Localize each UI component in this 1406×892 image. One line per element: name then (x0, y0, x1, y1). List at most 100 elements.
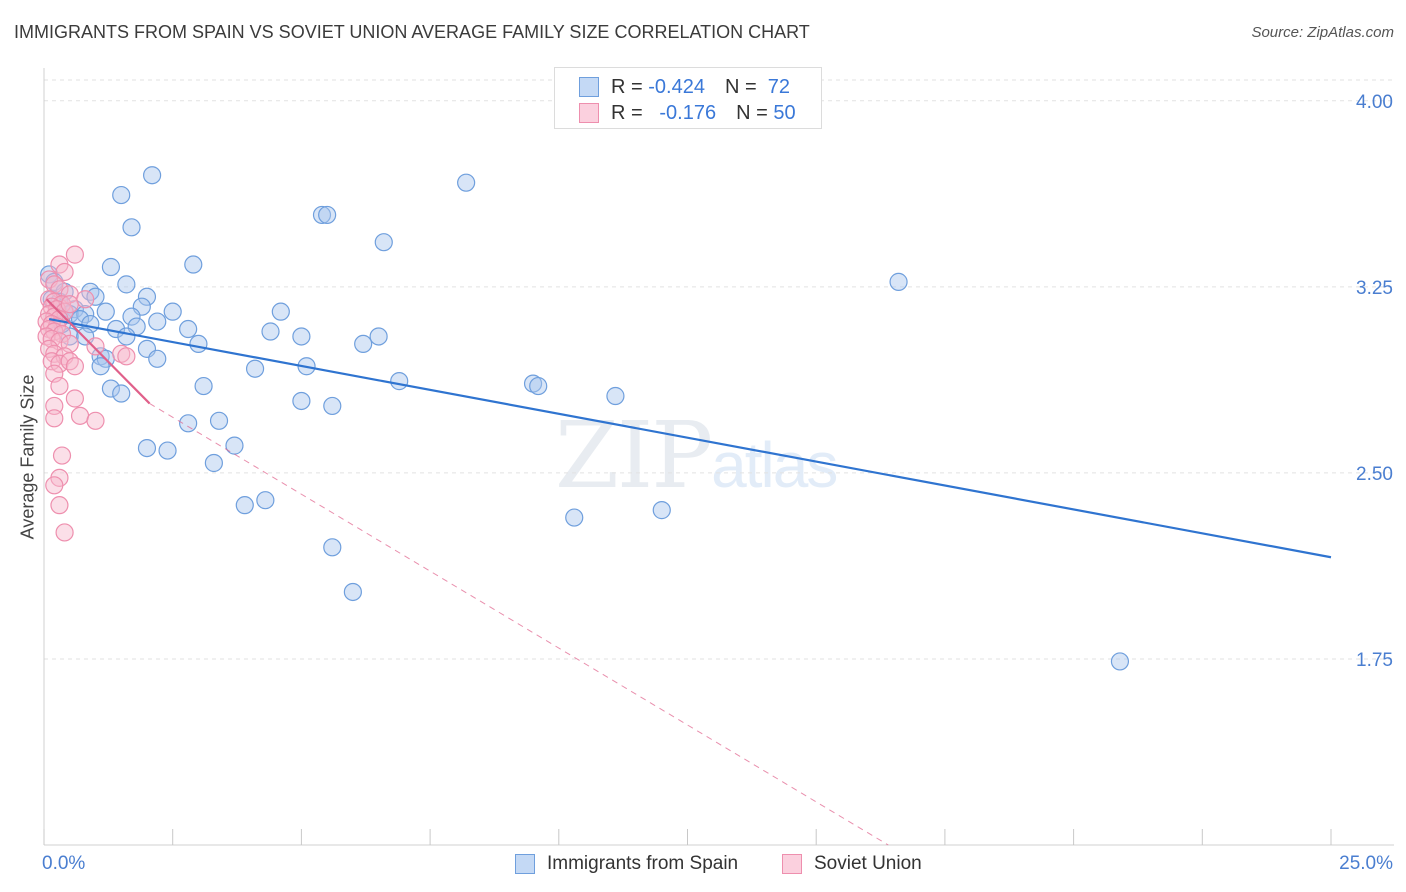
point-spain (204, 453, 223, 473)
data-points (37, 166, 1130, 671)
trendline-spain (48, 318, 1332, 559)
point-spain (137, 438, 157, 458)
point-soviet (70, 406, 90, 425)
y-tick-labels: 1.75 2.50 3.25 4.00 (1356, 92, 1393, 671)
point-spain (1110, 652, 1130, 671)
y-tick-label: 2.50 (1356, 464, 1393, 485)
point-spain (606, 386, 625, 406)
point-soviet (52, 446, 72, 465)
point-spain (148, 312, 167, 331)
bottom-legend-label: Soviet Union (814, 853, 922, 874)
point-spain (235, 496, 254, 515)
point-spain (179, 319, 198, 339)
axes (43, 68, 1394, 846)
trendline-soviet-extrapolated (149, 403, 889, 846)
x-tick-label: 25.0% (1339, 853, 1393, 874)
source-label: Source: ZipAtlas.com (1251, 24, 1394, 41)
point-spain (112, 384, 131, 403)
trend-lines (45, 298, 1332, 846)
point-spain (101, 379, 121, 398)
point-soviet (52, 324, 72, 344)
point-soviet (65, 357, 84, 376)
point-spain (323, 396, 342, 416)
bottom-legend-swatch-blue (515, 854, 535, 874)
legend-r-value: -0.176 (659, 101, 717, 124)
point-spain (117, 275, 136, 294)
point-spain (529, 376, 548, 396)
point-spain (323, 538, 342, 557)
point-soviet (86, 337, 105, 356)
bottom-legend-soviet: Soviet Union (782, 852, 922, 876)
point-spain (343, 582, 362, 602)
y-tick-label: 1.75 (1356, 650, 1393, 671)
point-spain (374, 233, 393, 252)
point-spain (292, 391, 311, 411)
point-soviet (60, 295, 79, 314)
point-spain (179, 414, 198, 433)
point-spain (117, 327, 136, 346)
y-tick-label: 3.25 (1356, 278, 1393, 299)
y-tick-label: 4.00 (1356, 92, 1393, 113)
point-soviet (50, 496, 69, 515)
point-spain (565, 508, 584, 527)
point-spain (163, 302, 182, 321)
bottom-legend-spain: Immigrants from Spain (515, 852, 738, 876)
bottom-legend-label: Immigrants from Spain (547, 853, 739, 874)
point-spain (457, 173, 476, 192)
point-spain (91, 357, 110, 376)
point-soviet (65, 389, 84, 408)
legend-row-soviet: R = -0.176 N = 50 (579, 101, 796, 125)
point-spain (143, 166, 162, 185)
point-soviet (76, 290, 95, 309)
bottom-legend-swatch-pink (782, 854, 802, 874)
point-soviet (117, 347, 136, 366)
point-soviet (45, 476, 64, 495)
legend-n-label: N = (736, 101, 768, 124)
point-spain (194, 376, 213, 396)
chart-title: IMMIGRANTS FROM SPAIN VS SOVIET UNION AV… (14, 22, 810, 42)
legend-row-spain: R = -0.424 N = 72 (579, 75, 790, 99)
stats-legend: R = -0.424 N = 72 R = -0.176 N = 50 (554, 67, 822, 129)
point-spain (390, 372, 409, 391)
legend-n-value: 72 (767, 75, 791, 98)
point-spain (652, 501, 671, 520)
x-tick-labels: 0.0% 25.0% (42, 853, 1393, 874)
point-spain (889, 272, 908, 291)
point-spain (101, 257, 121, 277)
legend-swatch-blue (579, 77, 599, 97)
point-spain (148, 349, 167, 368)
point-spain (312, 205, 332, 225)
point-spain (209, 411, 229, 430)
point-spain (261, 322, 280, 341)
legend-swatch-pink (579, 103, 599, 123)
legend-r-label: R = (611, 101, 643, 124)
trendline-soviet (45, 298, 151, 405)
point-soviet (55, 523, 74, 542)
point-soviet (65, 245, 84, 264)
point-soviet (50, 376, 69, 396)
point-spain (76, 305, 95, 324)
point-spain (184, 255, 203, 274)
point-spain (245, 359, 265, 378)
point-spain (122, 307, 141, 326)
point-soviet (55, 262, 74, 282)
point-soviet (86, 411, 105, 430)
legend-n-value: 50 (773, 101, 796, 124)
x-ticks (43, 829, 1332, 845)
point-spain (137, 287, 157, 306)
point-spain (354, 334, 373, 354)
point-spain (158, 441, 177, 460)
point-spain (96, 302, 115, 321)
point-soviet (45, 396, 64, 416)
point-spain (189, 334, 208, 354)
point-soviet (45, 409, 64, 428)
point-spain (271, 302, 290, 321)
point-spain (225, 436, 244, 455)
point-spain (369, 327, 388, 346)
legend-r-value: -0.424 (648, 75, 705, 98)
legend-r-label: R = (611, 75, 643, 98)
point-spain (318, 205, 337, 225)
legend-n-label: N = (724, 75, 757, 98)
x-tick-label: 0.0% (42, 853, 85, 874)
